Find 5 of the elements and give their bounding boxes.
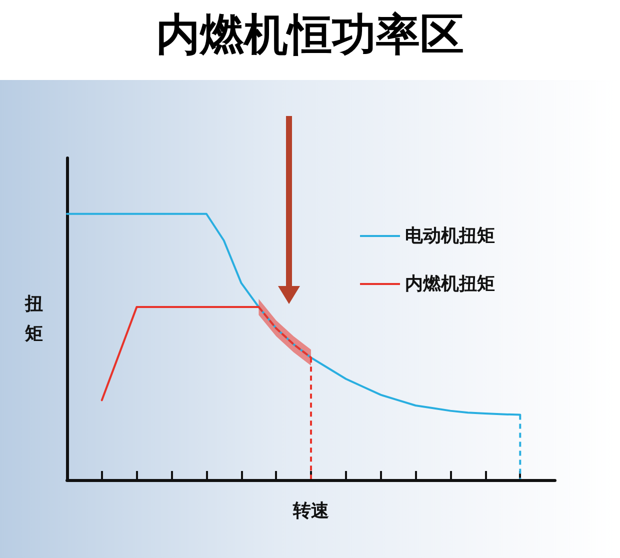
chart-title: 内燃机恒功率区 bbox=[156, 10, 464, 60]
legend-label: 电动机扭矩 bbox=[405, 226, 495, 246]
x-axis-title: 转速 bbox=[292, 500, 329, 522]
legend-label: 内燃机扭矩 bbox=[405, 274, 495, 294]
y-axis-title: 扭矩 bbox=[24, 294, 43, 344]
